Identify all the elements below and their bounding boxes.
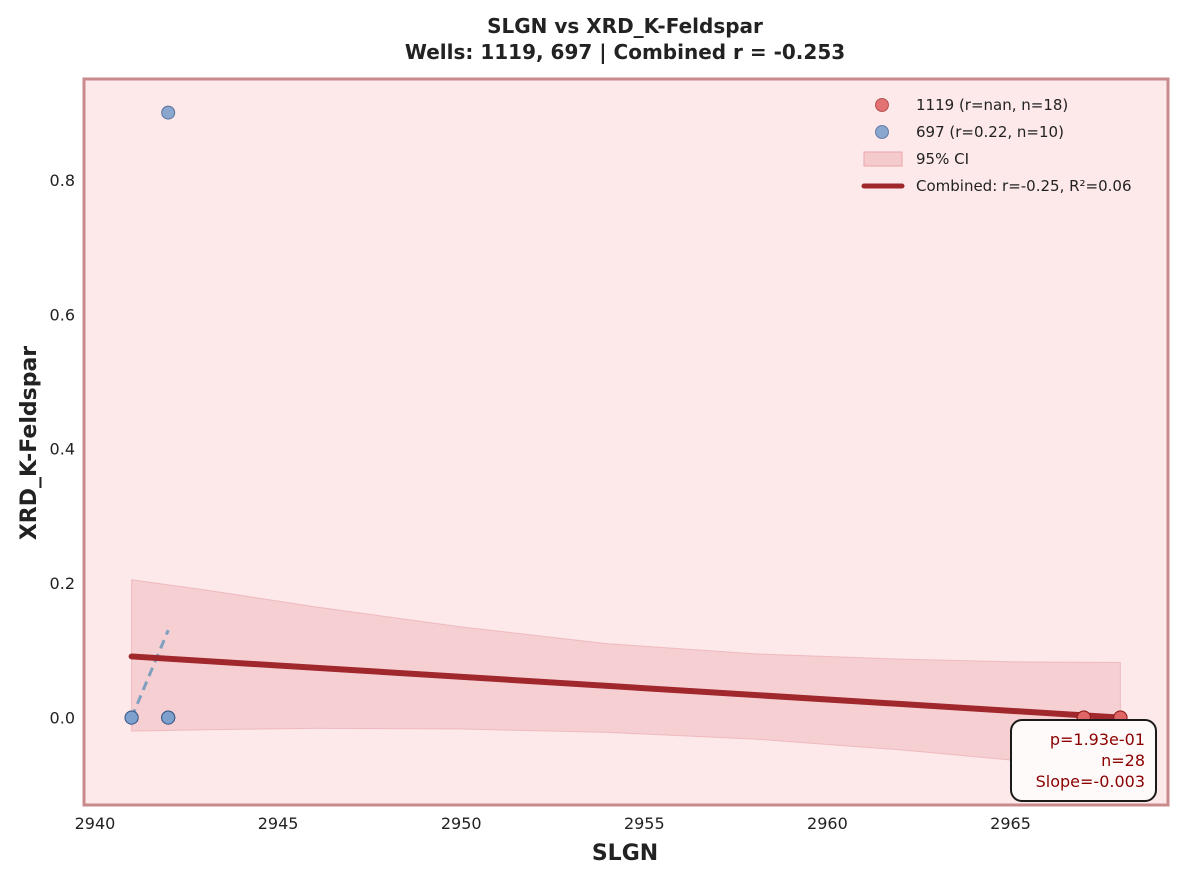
x-tick-label: 2955	[624, 814, 665, 833]
series-697-trend-line	[130, 629, 170, 719]
legend-label: Combined: r=-0.25, R²=0.06	[916, 177, 1132, 195]
legend-label: 95% CI	[916, 150, 969, 168]
legend-label: 697 (r=0.22, n=10)	[916, 123, 1064, 141]
x-tick-label: 2965	[990, 814, 1031, 833]
legend-ci-swatch	[863, 151, 903, 167]
plot-frame	[82, 77, 1170, 807]
x-tick-label: 2960	[807, 814, 848, 833]
x-axis-label: SLGN	[592, 841, 658, 866]
stats-box-frame	[1010, 719, 1157, 802]
x-tick-label: 2950	[441, 814, 482, 833]
combined-regression-line	[128, 653, 1124, 721]
trend-layer	[128, 629, 1124, 721]
stats-line: n=28	[1101, 751, 1145, 770]
y-tick-label: 0.6	[50, 305, 75, 324]
data-point	[161, 105, 176, 120]
legend-marker	[875, 125, 889, 139]
data-point	[124, 710, 139, 725]
x-axis-ticks: 2940 2945 2950 2955 2960 2965	[75, 814, 1031, 833]
y-tick-label: 0.4	[50, 440, 75, 459]
chart-title: SLGN vs XRD_K-Feldspar	[487, 14, 763, 38]
stats-line: Slope=-0.003	[1036, 772, 1145, 791]
stats-box: p=1.93e-01 n=28 Slope=-0.003	[1010, 719, 1157, 802]
legend-label: 1119 (r=nan, n=18)	[916, 96, 1068, 114]
legend-marker	[875, 98, 889, 112]
x-tick-label: 2940	[75, 814, 116, 833]
y-axis-ticks: 0.0 0.2 0.4 0.6 0.8	[50, 171, 75, 728]
y-tick-label: 0.2	[50, 574, 75, 593]
plot-area	[84, 79, 1168, 805]
y-axis-label: XRD_K-Feldspar	[17, 346, 42, 540]
y-tick-label: 0.8	[50, 171, 75, 190]
stats-line: p=1.93e-01	[1050, 730, 1145, 749]
x-tick-label: 2945	[258, 814, 299, 833]
chart-subtitle: Wells: 1119, 697 | Combined r = -0.253	[405, 40, 845, 64]
data-point	[161, 710, 176, 725]
legend: 1119 (r=nan, n=18) 697 (r=0.22, n=10) 95% …	[861, 96, 1132, 195]
y-tick-label: 0.0	[50, 709, 75, 728]
